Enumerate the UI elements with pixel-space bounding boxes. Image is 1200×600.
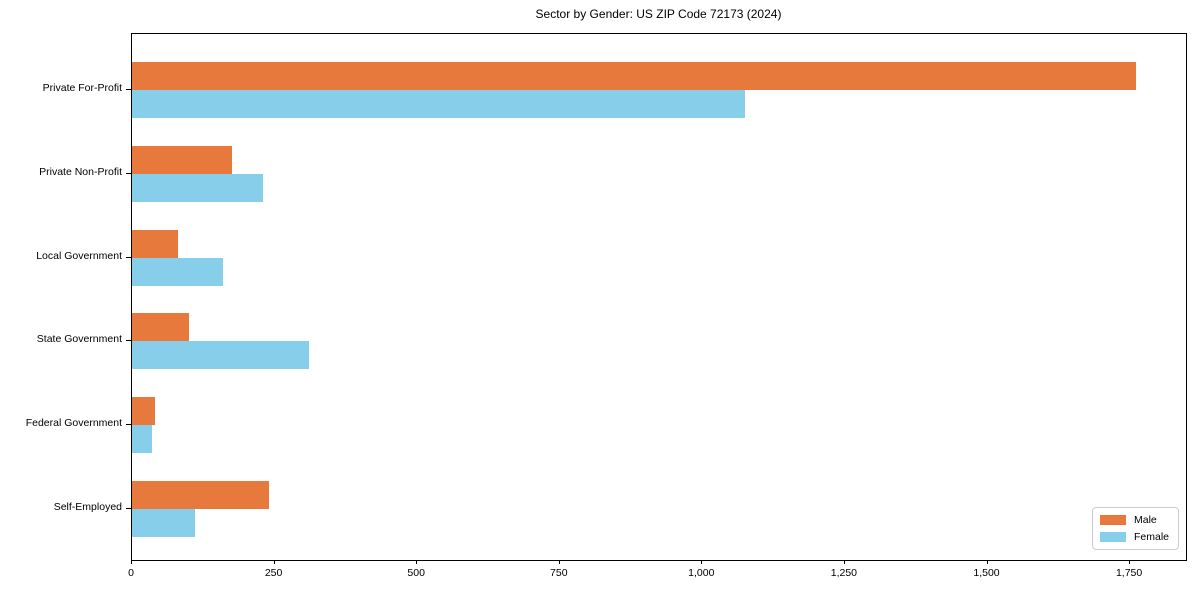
bar-female-federal-government bbox=[132, 425, 152, 454]
y-axis-label-local-government: Local Government bbox=[36, 249, 122, 262]
x-axis-label-1-000: 1,000 bbox=[688, 567, 715, 579]
legend-entry-female: Female bbox=[1099, 531, 1169, 543]
bar-female-private-for-profit bbox=[132, 90, 746, 118]
chart-title: Sector by Gender: US ZIP Code 72173 (202… bbox=[535, 7, 782, 21]
bar-female-local-government bbox=[132, 257, 224, 286]
plot-area: Male Female bbox=[131, 33, 1187, 561]
x-tick-mark bbox=[843, 560, 845, 564]
x-axis-label-1-500: 1,500 bbox=[973, 567, 1000, 579]
y-tick-mark bbox=[126, 172, 131, 174]
x-tick-mark bbox=[1129, 560, 1131, 564]
y-tick-mark bbox=[126, 89, 131, 90]
legend-label-male: Male bbox=[1133, 514, 1157, 526]
y-axis-label-self-employed: Self-Employed bbox=[53, 501, 122, 513]
x-axis-label-1-750: 1,750 bbox=[1115, 567, 1143, 579]
x-tick-mark bbox=[701, 560, 703, 564]
y-axis-label-private-non-profit: Private Non-Profit bbox=[39, 165, 122, 178]
y-tick-mark bbox=[126, 508, 131, 509]
y-axis-label-state-government: State Government bbox=[36, 333, 122, 346]
legend-swatch-male bbox=[1099, 515, 1126, 525]
bar-female-self-employed bbox=[132, 509, 195, 537]
bar-female-state-government bbox=[132, 341, 309, 370]
y-tick-mark bbox=[126, 340, 131, 342]
bar-female-private-non-profit bbox=[132, 173, 264, 202]
x-axis-label-250: 250 bbox=[264, 567, 283, 579]
bar-male-local-government bbox=[132, 229, 178, 258]
bar-male-federal-government bbox=[132, 397, 155, 426]
y-tick-mark bbox=[126, 256, 131, 258]
legend-entry-male: Male bbox=[1099, 514, 1169, 526]
legend-swatch-female bbox=[1099, 532, 1126, 542]
x-tick-mark bbox=[558, 560, 560, 564]
y-axis-label-private-for-profit: Private For-Profit bbox=[42, 82, 122, 94]
x-tick-mark bbox=[986, 560, 988, 564]
legend-label-female: Female bbox=[1133, 531, 1169, 543]
x-tick-mark bbox=[273, 560, 275, 564]
y-tick-mark bbox=[126, 424, 131, 426]
bar-male-private-non-profit bbox=[132, 145, 232, 174]
bar-male-state-government bbox=[132, 313, 189, 342]
x-axis-label-1-250: 1,250 bbox=[830, 567, 858, 579]
x-tick-mark bbox=[131, 560, 132, 564]
y-axis-label-federal-government: Federal Government bbox=[25, 417, 122, 430]
legend: Male Female bbox=[1091, 507, 1179, 550]
x-axis-label-0: 0 bbox=[128, 567, 134, 579]
bar-male-private-for-profit bbox=[132, 62, 1136, 90]
x-axis-label-750: 750 bbox=[550, 567, 568, 579]
bar-male-self-employed bbox=[132, 481, 269, 509]
x-axis-label-500: 500 bbox=[407, 567, 425, 579]
x-tick-mark bbox=[416, 560, 418, 564]
